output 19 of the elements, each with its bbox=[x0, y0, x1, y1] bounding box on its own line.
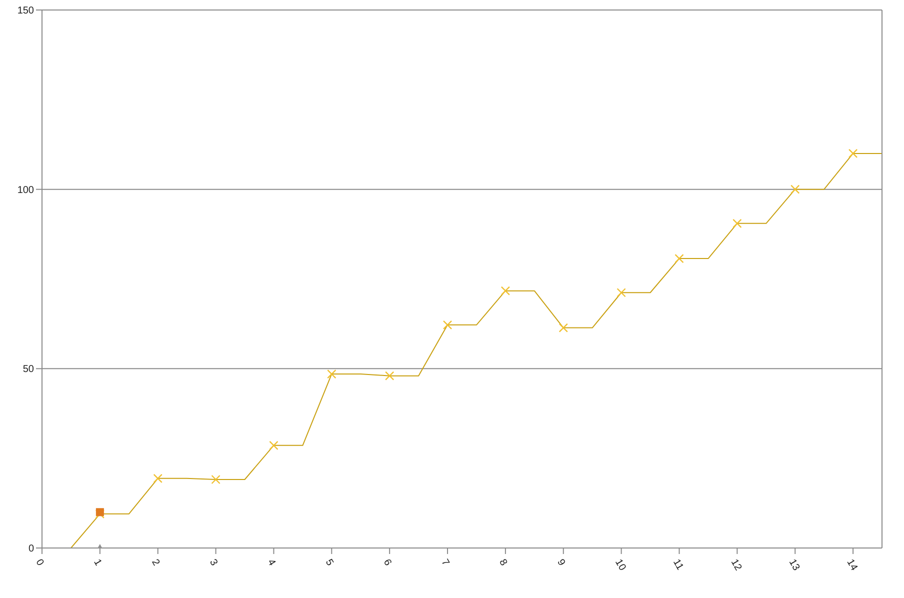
x-tick-label: 13 bbox=[786, 558, 802, 574]
x-tick-label: 4 bbox=[264, 558, 278, 568]
x-tick-label: 11 bbox=[670, 558, 686, 572]
y-tick-label: 0 bbox=[28, 544, 34, 555]
y-tick-label: 150 bbox=[17, 6, 34, 17]
x-tick-label: 7 bbox=[438, 558, 452, 568]
x-tick-label: 14 bbox=[844, 558, 860, 574]
x-tick-label: 6 bbox=[380, 558, 394, 568]
x-tick-label: 12 bbox=[728, 558, 744, 574]
y-tick-label: 100 bbox=[17, 184, 34, 196]
x-tick-label: 8 bbox=[496, 558, 510, 568]
y-tick-label: 50 bbox=[22, 364, 34, 376]
x-tick-label: 3 bbox=[207, 558, 220, 568]
x-tick-label: 0 bbox=[33, 558, 46, 568]
x-tick-label: 2 bbox=[149, 558, 162, 568]
x-tick-label: 5 bbox=[322, 558, 336, 568]
x-tick-label: 1 bbox=[91, 558, 104, 568]
x-tick-label: 9 bbox=[554, 558, 568, 568]
x-tick-label: 10 bbox=[612, 558, 628, 574]
